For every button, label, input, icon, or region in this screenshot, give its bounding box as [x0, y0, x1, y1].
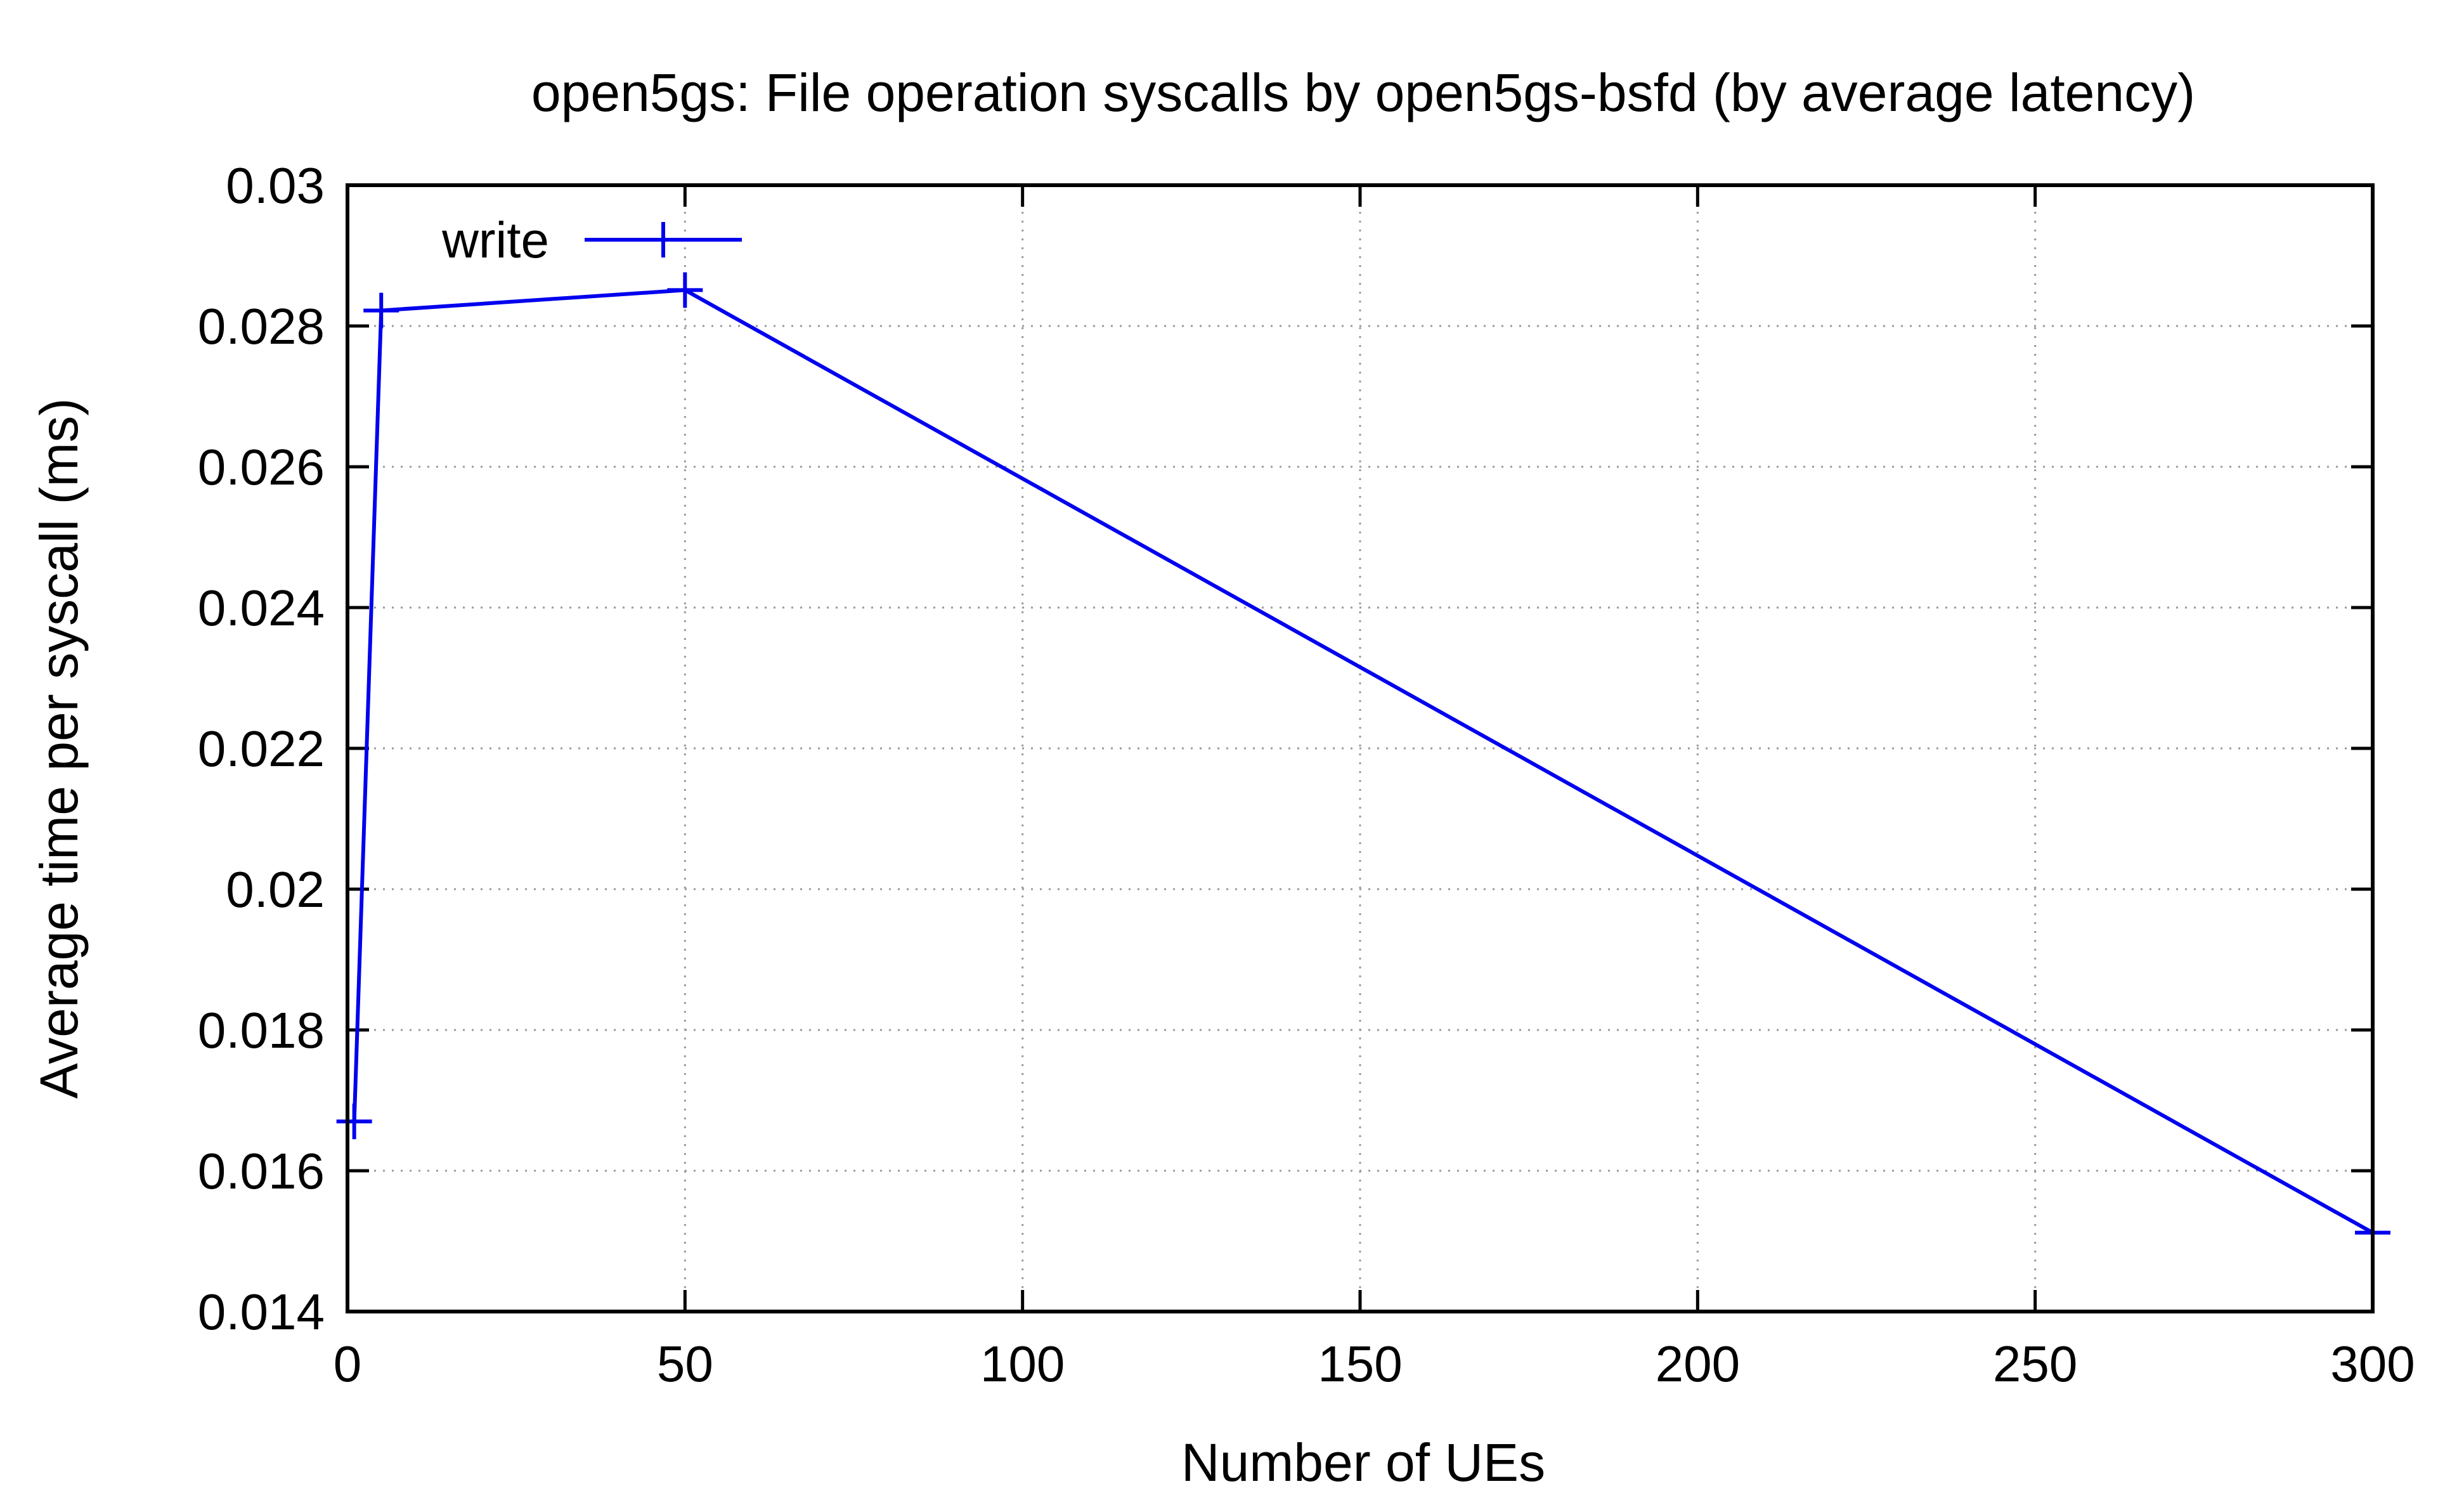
- legend: write: [441, 212, 742, 268]
- x-tick-label: 150: [1318, 1336, 1402, 1392]
- legend-label: write: [441, 212, 549, 268]
- y-tick-label: 0.03: [226, 157, 325, 214]
- x-tick-label: 50: [657, 1336, 713, 1392]
- legend-marker: [645, 222, 681, 257]
- data-point-write: [336, 1104, 372, 1140]
- series-line-write: [352, 288, 2374, 1235]
- x-tick-label: 200: [1656, 1336, 1740, 1392]
- y-tick-label: 0.02: [226, 861, 325, 918]
- data-point-write: [363, 292, 399, 329]
- chart-title: open5gs: File operation syscalls by open…: [531, 63, 2195, 122]
- series-layer: [336, 272, 2390, 1251]
- y-tick-label: 0.028: [198, 298, 325, 355]
- x-tick-label: 250: [1993, 1336, 2077, 1392]
- y-tick-label: 0.026: [198, 439, 325, 495]
- y-tick-label: 0.018: [198, 1002, 325, 1058]
- y-tick-label: 0.014: [198, 1284, 325, 1340]
- x-tick-label: 300: [2330, 1336, 2415, 1392]
- grid: [347, 185, 2373, 1312]
- plot-frame: [346, 183, 2375, 1313]
- x-tick-label: 100: [980, 1336, 1065, 1392]
- x-axis-label: Number of UEs: [1181, 1433, 1545, 1492]
- y-tick-label: 0.024: [198, 580, 325, 636]
- y-tick-label: 0.022: [198, 720, 325, 777]
- y-axis-label: Average time per syscall (ms): [29, 398, 89, 1099]
- x-tick-label: 0: [334, 1336, 362, 1392]
- tick-labels: 0 50 100 150 200 250 300 0.014 0.016 0.018 0.02 0.0…: [198, 157, 2415, 1392]
- y-tick-label: 0.016: [198, 1143, 325, 1199]
- data-point-write: [667, 272, 703, 308]
